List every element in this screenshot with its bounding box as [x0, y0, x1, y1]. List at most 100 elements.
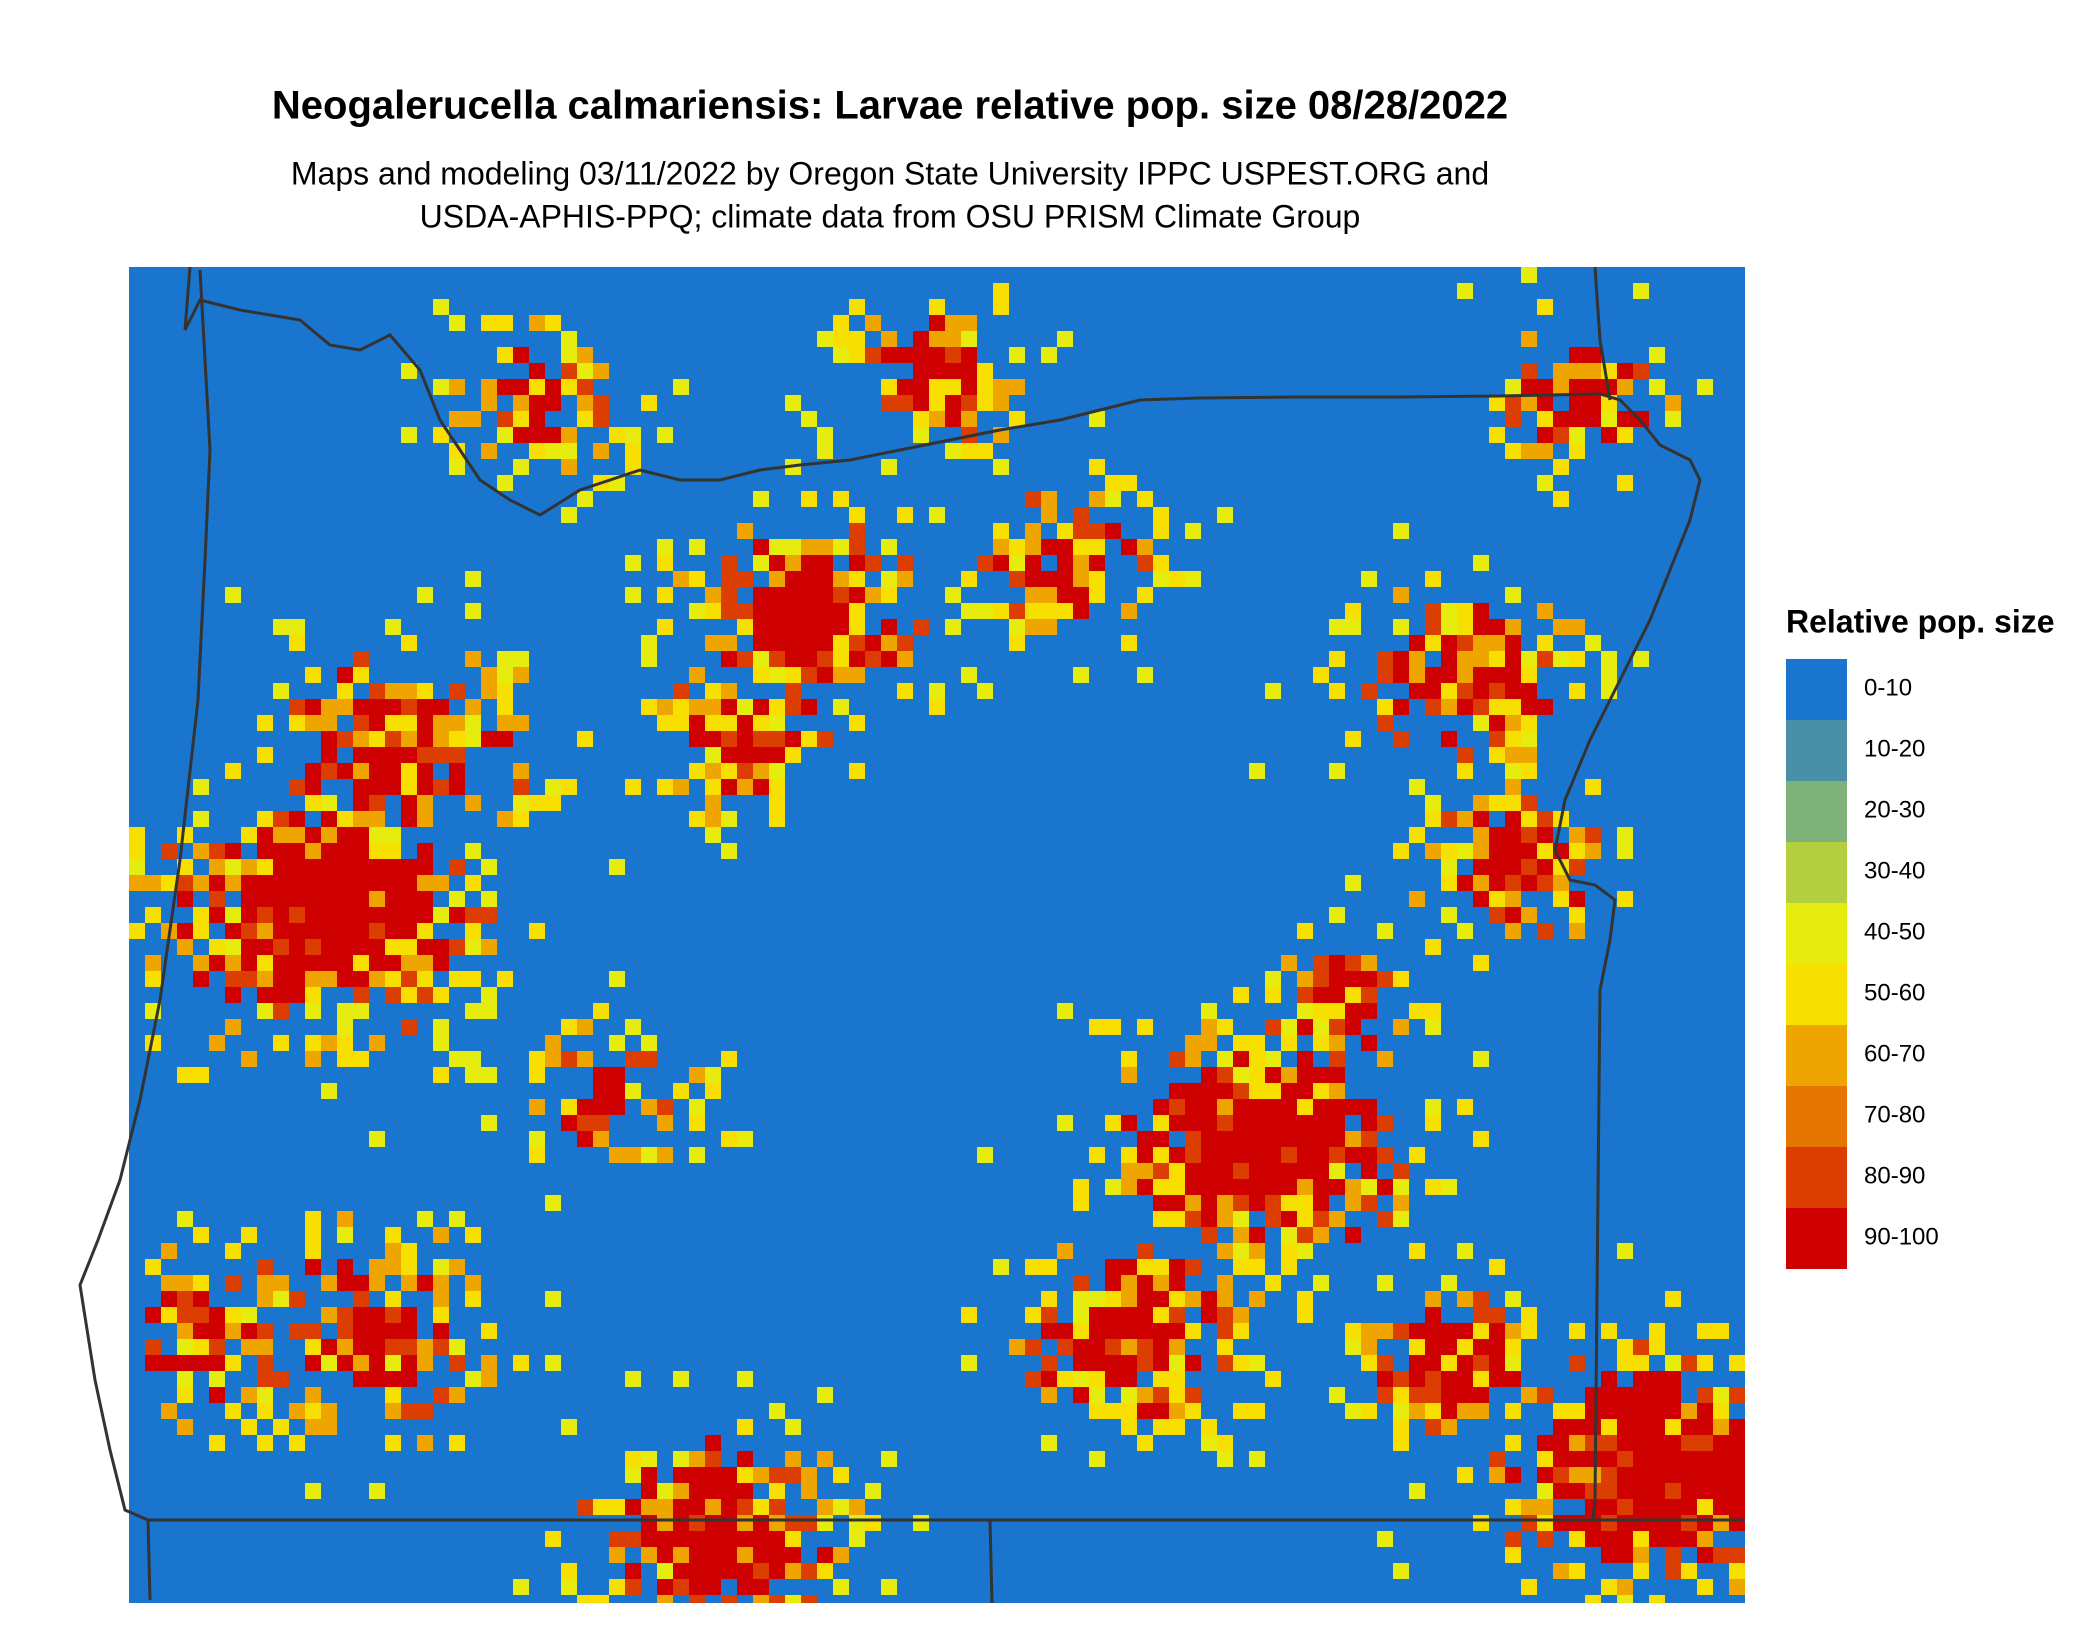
- map-cell: [1473, 1307, 1489, 1323]
- map-cell: [705, 603, 721, 619]
- map-cell: [945, 443, 961, 459]
- map-cell: [1345, 1323, 1361, 1339]
- map-cell: [337, 683, 353, 699]
- map-cell: [1553, 1563, 1569, 1579]
- map-cell: [1377, 1531, 1393, 1547]
- map-cell: [145, 1355, 161, 1371]
- map-cell: [897, 379, 913, 395]
- map-cell: [337, 667, 353, 683]
- map-cell: [273, 683, 289, 699]
- map-cell: [1665, 1499, 1681, 1515]
- map-cell: [1425, 1179, 1441, 1195]
- map-cell: [1617, 411, 1633, 427]
- map-cell: [769, 1531, 785, 1547]
- legend-label: 10-20: [1864, 735, 1925, 762]
- map-cell: [321, 1339, 337, 1355]
- map-cell: [257, 875, 273, 891]
- map-cell: [1137, 667, 1153, 683]
- map-cell: [913, 363, 929, 379]
- map-cell: [1473, 795, 1489, 811]
- map-cell: [961, 443, 977, 459]
- map-cell: [945, 587, 961, 603]
- map-cell: [1185, 1131, 1201, 1147]
- map-cell: [625, 1051, 641, 1067]
- map-cell: [1041, 619, 1057, 635]
- map-cell: [1073, 1179, 1089, 1195]
- map-cell: [433, 1019, 449, 1035]
- map-cell: [353, 955, 369, 971]
- map-cell: [1233, 1355, 1249, 1371]
- map-cell: [1617, 1387, 1633, 1403]
- map-cell: [369, 1131, 385, 1147]
- map-cell: [609, 1531, 625, 1547]
- map-cell: [161, 843, 177, 859]
- map-cell: [657, 1483, 673, 1499]
- map-cell: [433, 1387, 449, 1403]
- map-cell: [321, 811, 337, 827]
- map-cell: [401, 731, 417, 747]
- map-cell: [1329, 1179, 1345, 1195]
- border: [183, 266, 1702, 1521]
- map-cell: [1569, 891, 1585, 907]
- map-cell: [849, 603, 865, 619]
- map-cell: [225, 1275, 241, 1291]
- map-cell: [1409, 1371, 1425, 1387]
- map-cell: [353, 923, 369, 939]
- map-cell: [1153, 1291, 1169, 1307]
- map-cell: [209, 1307, 225, 1323]
- map-cell: [609, 1499, 625, 1515]
- map-cell: [225, 1355, 241, 1371]
- map-cell: [785, 1595, 801, 1603]
- map-cell: [369, 1371, 385, 1387]
- border: [988, 1519, 994, 1604]
- map-cell: [1201, 1211, 1217, 1227]
- map-cell: [289, 923, 305, 939]
- map-cell: [1425, 795, 1441, 811]
- map-cell: [1169, 1403, 1185, 1419]
- map-cell: [1505, 1467, 1521, 1483]
- map-cell: [545, 1195, 561, 1211]
- map-cell: [385, 1291, 401, 1307]
- map-cell: [737, 1515, 753, 1531]
- map-cell: [721, 715, 737, 731]
- map-cell: [1665, 1403, 1681, 1419]
- map-cell: [1585, 843, 1601, 859]
- map-cell: [1569, 1467, 1585, 1483]
- map-cell: [1233, 1227, 1249, 1243]
- map-cell: [1601, 1467, 1617, 1483]
- map-cell: [1041, 1371, 1057, 1387]
- map-cell: [321, 859, 337, 875]
- map-cell: [1265, 1371, 1281, 1387]
- map-cell: [1713, 1451, 1729, 1467]
- map-cell: [977, 1147, 993, 1163]
- map-cell: [1041, 1259, 1057, 1275]
- map-cell: [1665, 1515, 1681, 1531]
- map-cell: [657, 427, 673, 443]
- map-cell: [193, 843, 209, 859]
- map-cell: [1089, 1387, 1105, 1403]
- map-cell: [1249, 1179, 1265, 1195]
- map-cell: [769, 587, 785, 603]
- map-cell: [545, 1051, 561, 1067]
- map-cell: [1489, 875, 1505, 891]
- map-cell: [1329, 619, 1345, 635]
- map-cell: [545, 1035, 561, 1051]
- map-cell: [497, 667, 513, 683]
- map-cell: [385, 1307, 401, 1323]
- map-cell: [257, 827, 273, 843]
- map-cell: [561, 363, 577, 379]
- map-cell: [1569, 827, 1585, 843]
- map-cell: [465, 795, 481, 811]
- map-cell: [673, 1531, 689, 1547]
- map-cell: [577, 1499, 593, 1515]
- map-cell: [1713, 1403, 1729, 1419]
- map-cell: [881, 635, 897, 651]
- map-cell: [769, 1547, 785, 1563]
- map-cell: [817, 1499, 833, 1515]
- map-cell: [449, 1211, 465, 1227]
- map-cell: [1169, 1147, 1185, 1163]
- map-cell: [289, 939, 305, 955]
- map-cell: [1505, 1323, 1521, 1339]
- legend-swatch: [1786, 1208, 1847, 1269]
- map-cell: [1425, 939, 1441, 955]
